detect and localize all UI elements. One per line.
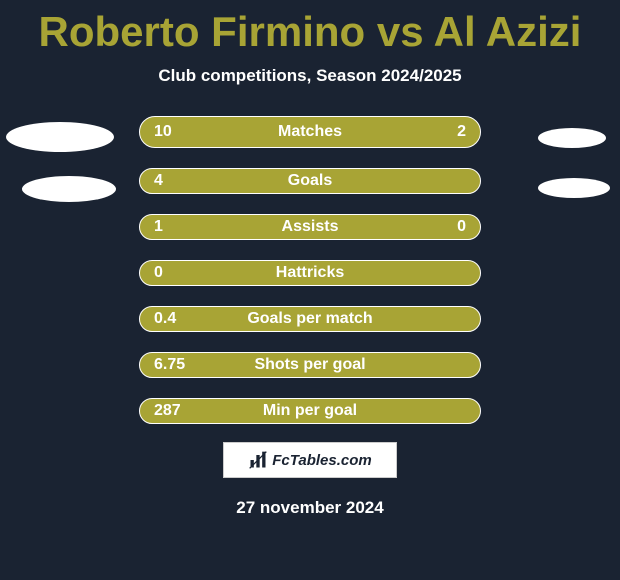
stat-bar: 0.4 Goals per match [139, 306, 481, 332]
stat-left-value: 0.4 [154, 310, 194, 328]
stat-row-goals-per-match: 0.4 Goals per match [0, 306, 620, 332]
stat-label: Shots per goal [254, 356, 365, 374]
stat-row-assists: 1 Assists 0 [0, 214, 620, 240]
stat-row-shots-per-goal: 6.75 Shots per goal [0, 352, 620, 378]
stat-left-value: 10 [154, 123, 194, 141]
page-title: Roberto Firmino vs Al Azizi [39, 8, 582, 56]
stat-label: Min per goal [263, 402, 357, 420]
stat-bar: 6.75 Shots per goal [139, 352, 481, 378]
stat-left-value: 6.75 [154, 356, 194, 374]
stat-bar: 0 Hattricks [139, 260, 481, 286]
stat-left-value: 287 [154, 402, 194, 420]
stat-bar: 10 Matches 2 [139, 116, 481, 148]
stat-label: Matches [278, 123, 342, 141]
stat-row-min-per-goal: 287 Min per goal [0, 398, 620, 424]
stat-left-value: 1 [154, 218, 194, 236]
bar-chart-icon [248, 450, 268, 470]
stat-row-matches: 10 Matches 2 [0, 116, 620, 148]
footer-date: 27 november 2024 [236, 498, 383, 518]
stat-right-value: 2 [426, 123, 466, 141]
stat-label: Goals per match [247, 310, 372, 328]
stat-bar: 4 Goals [139, 168, 481, 194]
comparison-card: Roberto Firmino vs Al Azizi Club competi… [0, 0, 620, 580]
stat-label: Assists [282, 218, 339, 236]
stat-bar: 287 Min per goal [139, 398, 481, 424]
stat-label: Goals [288, 172, 332, 190]
stat-row-hattricks: 0 Hattricks [0, 260, 620, 286]
stat-label: Hattricks [276, 264, 344, 282]
stat-bar: 1 Assists 0 [139, 214, 481, 240]
stat-left-value: 0 [154, 264, 194, 282]
stat-row-goals: 4 Goals [0, 168, 620, 194]
branding-box[interactable]: FcTables.com [223, 442, 397, 478]
stats-list: 10 Matches 2 4 Goals 1 Assists 0 0 Hattr… [0, 116, 620, 424]
page-subtitle: Club competitions, Season 2024/2025 [158, 66, 461, 86]
branding-text: FcTables.com [272, 452, 371, 469]
stat-right-value: 0 [426, 218, 466, 236]
stat-left-value: 4 [154, 172, 194, 190]
